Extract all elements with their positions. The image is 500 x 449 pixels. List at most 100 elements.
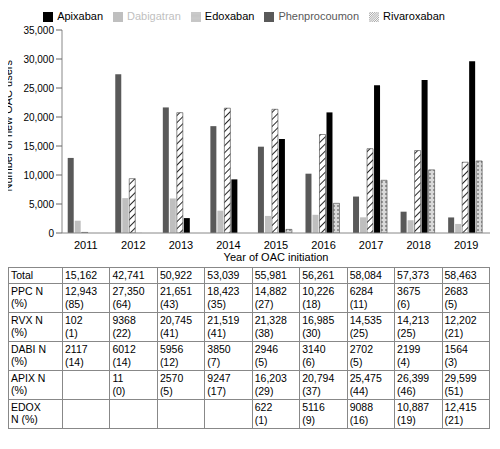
html-text:(14): (14) — [112, 356, 132, 368]
svg-text:2016: 2016 — [311, 239, 335, 251]
html-text:56,261: 56,261 — [302, 269, 335, 281]
svg-text:35,000: 35,000 — [23, 25, 54, 36]
svg-text:2013: 2013 — [169, 239, 193, 251]
html-text:(64): (64) — [112, 298, 132, 310]
html-text:Dabigatran: Dabigatran — [127, 10, 181, 22]
svg-text:2012: 2012 — [121, 239, 145, 251]
html-text:(6): (6) — [397, 298, 410, 310]
html-text:9368: 9368 — [112, 314, 136, 326]
html-text:(5): (5) — [444, 298, 458, 310]
html-text:11: 11 — [112, 372, 124, 384]
html-text:3140: 3140 — [302, 343, 326, 355]
html-text:2946: 2946 — [254, 343, 279, 355]
html-text:10,226: 10,226 — [302, 285, 335, 297]
svg-text:30,000: 30,000 — [23, 54, 54, 65]
html-text:(5): (5) — [159, 385, 173, 397]
html-text:(41): (41) — [159, 327, 179, 339]
html-text:102: 102 — [65, 314, 83, 326]
html-text:(25): (25) — [349, 327, 369, 339]
html-text:12,943: 12,943 — [65, 285, 98, 297]
html-text:2570: 2570 — [159, 372, 184, 384]
html-text:(0): (0) — [112, 385, 126, 397]
html-text:58,084: 58,084 — [349, 269, 382, 281]
html-text:14,213: 14,213 — [397, 314, 430, 326]
html-text:PPC N (%): PPC N (%) — [11, 285, 44, 309]
html-text:3675: 3675 — [397, 285, 421, 297]
html-text:(5): (5) — [254, 356, 268, 368]
html-text:(17): (17) — [207, 385, 226, 397]
html-text:(85): (85) — [65, 298, 84, 310]
html-text:(3): (3) — [444, 356, 458, 368]
html-text:(27): (27) — [254, 298, 274, 310]
svg-text:10,000: 10,000 — [23, 170, 54, 181]
html-text:DABI N (%): DABI N (%) — [11, 343, 46, 367]
html-text:2117: 2117 — [65, 343, 88, 355]
html-text:42,741: 42,741 — [112, 269, 145, 281]
html-text:18,423: 18,423 — [207, 285, 240, 297]
svg-text:5,000: 5,000 — [29, 199, 54, 210]
html-text:15,162: 15,162 — [65, 269, 98, 281]
html-text:APIX N (%): APIX N (%) — [11, 372, 46, 396]
html-text:(5): (5) — [349, 356, 363, 368]
html-text:(11): (11) — [349, 298, 368, 310]
html-text:2683: 2683 — [444, 285, 468, 297]
html-text:Edoxaban: Edoxaban — [204, 10, 255, 22]
html-text:(41): (41) — [207, 327, 226, 339]
html-text:Rivaroxaban: Rivaroxaban — [383, 10, 445, 22]
svg-text:2015: 2015 — [264, 239, 288, 251]
html-text:(7): (7) — [207, 356, 221, 368]
html-text:16,203: 16,203 — [254, 372, 287, 384]
html-text:20,745: 20,745 — [159, 314, 192, 326]
html-text:(6): (6) — [302, 356, 315, 368]
html-text:27,350: 27,350 — [112, 285, 145, 297]
svg-text:20,000: 20,000 — [23, 112, 54, 123]
html-text:(35): (35) — [207, 298, 226, 310]
html-text:Apixaban: Apixaban — [57, 10, 103, 22]
html-text:16,985: 16,985 — [302, 314, 335, 326]
html-text:(25): (25) — [397, 327, 416, 339]
html-text:RVX N (%): RVX N (%) — [11, 314, 43, 338]
svg-text:0: 0 — [48, 228, 54, 239]
html-text:21,328: 21,328 — [254, 314, 287, 326]
svg-text:Number of new OAC users: Number of new OAC users — [8, 60, 14, 192]
html-text:6012: 6012 — [112, 343, 136, 355]
html-text:55,981: 55,981 — [254, 269, 287, 281]
svg-text:2019: 2019 — [454, 239, 478, 251]
html-text:(21): (21) — [444, 327, 464, 339]
svg-text:2014: 2014 — [216, 239, 240, 251]
svg-text:Year of OAC initiation: Year of OAC initiation — [224, 251, 329, 263]
html-text:(22): (22) — [112, 327, 132, 339]
html-text:(43): (43) — [159, 298, 179, 310]
html-text:Phenprocoumon: Phenprocoumon — [278, 10, 360, 22]
html-text:(38): (38) — [254, 327, 274, 339]
html-text:3850: 3850 — [207, 343, 231, 355]
html-text:1564: 1564 — [444, 343, 468, 355]
html-text:(30): (30) — [302, 327, 321, 339]
html-text:(4): (4) — [397, 356, 410, 368]
html-text:21,651: 21,651 — [159, 285, 192, 297]
html-text:21,519: 21,519 — [207, 314, 240, 326]
html-text:14,535: 14,535 — [349, 314, 382, 326]
html-text:5956: 5956 — [159, 343, 184, 355]
html-text:53,039: 53,039 — [207, 269, 240, 281]
html-text:(1): (1) — [65, 327, 78, 339]
html-text:50,922: 50,922 — [159, 269, 192, 281]
svg-text:2018: 2018 — [406, 239, 430, 251]
svg-text:2017: 2017 — [359, 239, 383, 251]
html-text:57,373: 57,373 — [397, 269, 430, 281]
html-text:12,202: 12,202 — [444, 314, 477, 326]
html-text:58,463: 58,463 — [444, 269, 477, 281]
html-text:(14): (14) — [65, 356, 84, 368]
html-text:2702: 2702 — [349, 343, 373, 355]
html-text:14,882: 14,882 — [254, 285, 287, 297]
html-text:6284: 6284 — [349, 285, 373, 297]
html-text:2199: 2199 — [397, 343, 421, 355]
svg-text:25,000: 25,000 — [23, 83, 54, 94]
html-text:(12): (12) — [159, 356, 179, 368]
html-text:EDOX N (%): EDOX N (%) — [11, 401, 41, 425]
html-text:(18): (18) — [302, 298, 321, 310]
html-text:Total: Total — [11, 269, 34, 281]
svg-text:2011: 2011 — [74, 239, 98, 251]
html-text:9247: 9247 — [207, 372, 231, 384]
svg-text:15,000: 15,000 — [23, 141, 54, 152]
